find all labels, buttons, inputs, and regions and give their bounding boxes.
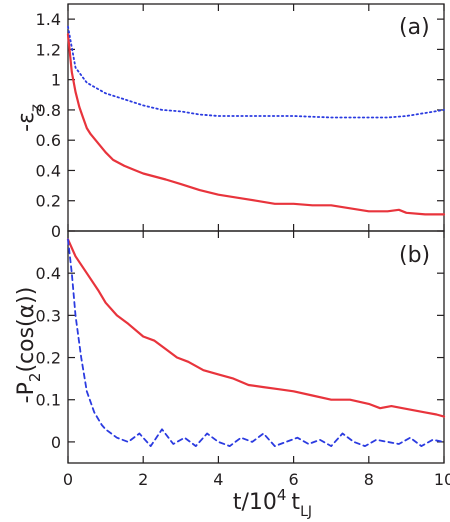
panel-a-ytick-label: 0 <box>51 222 61 241</box>
panel-b-frame <box>67 230 445 464</box>
panel-a-ytick-label: 0.6 <box>36 131 61 150</box>
panel-b-ytick-label: 0.4 <box>36 264 61 283</box>
panel-a-series <box>66 25 446 216</box>
panel-a-ytick-label: 0.2 <box>36 192 61 211</box>
x-tick-label: 2 <box>138 470 148 489</box>
x-axis-label-unit: t <box>291 490 300 515</box>
x-axis-label-superscript: 4 <box>277 486 287 504</box>
x-tick-label: 6 <box>289 470 299 489</box>
panel-b-ylabel-main: -P <box>14 382 39 403</box>
panel-a-ylabel-main: -ε <box>14 112 39 132</box>
panel-b-ylabel-suffix: (cos(α)) <box>14 287 39 373</box>
panel-a-ytick-label: 1 <box>51 71 61 90</box>
panel-b-ytick-label: 0.3 <box>36 306 61 325</box>
panel-b: 00.10.20.30.40 2 4 6 8 10 (b) -P2(cos(α)) t/1… <box>14 230 450 520</box>
x-axis-label-main: t/10 <box>233 490 277 515</box>
panel-a: 0 0.2 0.4 0.6 0.8 1 1.2 1.4 (a) -εz <box>14 3 446 241</box>
panel-a-ytick-label: 1.2 <box>36 40 61 59</box>
x-tick-label: 8 <box>364 470 374 489</box>
panel-b-ylabel-subscript: 2 <box>26 373 44 383</box>
panel-a-series-solid-red-line <box>66 33 446 216</box>
panel-a-label: (a) <box>399 15 430 40</box>
panel-a-series-dashed-blue-line <box>67 25 445 119</box>
panel-b-series-dashed-blue-line <box>67 238 445 448</box>
x-axis-label-subscript: LJ <box>300 504 312 520</box>
panel-a-ytick-label: 0.8 <box>36 101 61 120</box>
panel-b-series <box>66 238 446 448</box>
panel-a-ylabel: -εz <box>14 104 45 132</box>
x-tick-label: 0 <box>63 470 73 489</box>
panel-b-series-solid-red-line <box>66 238 446 418</box>
panel-b-label: (b) <box>399 243 430 268</box>
panel-b-ytick-label: 0.1 <box>36 391 61 410</box>
x-tick-label: 4 <box>213 470 223 489</box>
panel-b-ytick-label: 0.2 <box>36 349 61 368</box>
x-axis-label: t/104 tLJ <box>233 486 312 520</box>
panel-a-ticks: 0 0.2 0.4 0.6 0.8 1 1.2 1.4 <box>36 4 445 241</box>
panel-a-ytick-label: 0.4 <box>36 161 61 180</box>
panel-b-ticks: 0 0.1 0.2 0.3 0.4 0 2 4 6 8 10 <box>36 231 450 489</box>
panel-a-ylabel-subscript: z <box>27 104 45 112</box>
panel-b-ylabel: -P2(cos(α)) <box>14 287 44 404</box>
panel-b-ytick-label: 0 <box>51 433 61 452</box>
x-tick-label: 10 <box>434 470 450 489</box>
panel-a-ytick-label: 1.4 <box>36 10 61 29</box>
